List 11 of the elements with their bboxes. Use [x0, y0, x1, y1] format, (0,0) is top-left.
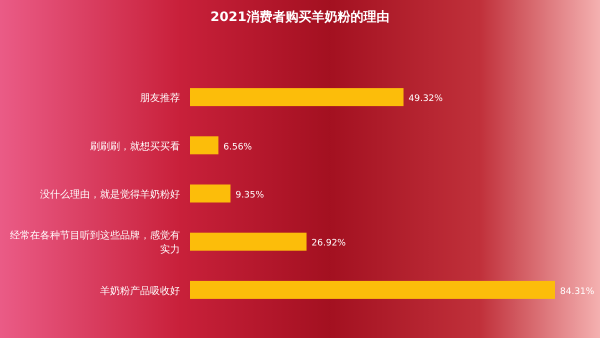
data-label: 9.35% [235, 190, 265, 200]
y-tick-label: 经常在各种节目听到这些品牌，感觉有实力 [10, 230, 180, 256]
y-tick-label: 没什么理由，就是觉得羊奶粉好 [40, 188, 180, 200]
y-tick-label: 羊奶粉产品吸收好 [100, 284, 180, 297]
data-label: 26.92% [312, 238, 346, 249]
y-tick-label: 朋友推荐 [140, 92, 180, 104]
y-tick-label: 刷刷刷，就想买买看 [90, 140, 180, 152]
data-label: 6.56% [223, 142, 252, 152]
chart-title: 2021消费者购买羊奶粉的理由 [210, 10, 390, 25]
data-label: 84.31% [560, 286, 595, 297]
data-label: 49.32% [408, 94, 444, 104]
